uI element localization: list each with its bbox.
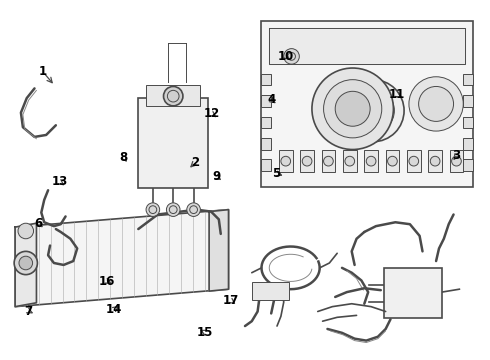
Bar (328, 45, 341, 53)
Polygon shape (265, 32, 318, 90)
Bar (417, 103, 433, 113)
Circle shape (167, 203, 180, 216)
Text: 3: 3 (452, 149, 461, 162)
Bar (300, 150, 314, 172)
Bar (463, 138, 473, 149)
Circle shape (281, 156, 291, 166)
Bar (463, 95, 473, 107)
Circle shape (146, 203, 160, 216)
Text: 8: 8 (120, 151, 128, 164)
Circle shape (323, 156, 333, 166)
Circle shape (284, 49, 299, 64)
Circle shape (342, 80, 404, 142)
Bar (262, 74, 271, 85)
Text: 17: 17 (222, 294, 239, 307)
Bar (386, 150, 399, 172)
Circle shape (164, 86, 183, 106)
Bar (321, 150, 335, 172)
Text: 14: 14 (106, 303, 122, 316)
Circle shape (18, 223, 33, 239)
Circle shape (187, 203, 200, 216)
Bar (138, 98, 208, 188)
Bar (365, 62, 381, 70)
Bar (262, 117, 271, 128)
Circle shape (366, 156, 376, 166)
Circle shape (418, 86, 454, 121)
Text: 12: 12 (204, 107, 220, 120)
Text: 5: 5 (272, 167, 280, 180)
Polygon shape (209, 210, 228, 291)
Bar (463, 117, 473, 128)
Bar (262, 159, 271, 171)
Bar (262, 21, 473, 187)
Bar (450, 150, 463, 172)
Circle shape (345, 156, 355, 166)
Text: 6: 6 (34, 217, 42, 230)
Text: 15: 15 (196, 325, 213, 338)
Circle shape (409, 77, 463, 131)
Bar (262, 138, 271, 149)
Text: 10: 10 (277, 50, 294, 63)
Circle shape (388, 156, 397, 166)
Polygon shape (15, 210, 228, 307)
Bar (262, 95, 271, 107)
Text: 13: 13 (51, 175, 68, 188)
Polygon shape (15, 223, 36, 307)
Polygon shape (269, 28, 465, 64)
Bar (463, 159, 473, 171)
Bar (146, 85, 200, 106)
Circle shape (352, 89, 394, 132)
Text: 7: 7 (24, 305, 33, 318)
Circle shape (19, 256, 32, 270)
Text: 4: 4 (267, 93, 275, 106)
Text: 2: 2 (191, 156, 199, 169)
Circle shape (312, 68, 393, 149)
Bar (279, 150, 293, 172)
Circle shape (362, 99, 385, 122)
Circle shape (409, 156, 418, 166)
Bar (463, 74, 473, 85)
Bar (343, 150, 357, 172)
Circle shape (14, 251, 37, 275)
Text: 16: 16 (99, 275, 115, 288)
Text: 9: 9 (212, 170, 220, 183)
Text: 1: 1 (39, 66, 47, 78)
Bar (407, 150, 420, 172)
Circle shape (452, 156, 461, 166)
Text: 11: 11 (389, 88, 405, 101)
Circle shape (335, 91, 370, 126)
Bar (364, 150, 378, 172)
Bar (428, 150, 442, 172)
Circle shape (302, 156, 312, 166)
Bar (252, 282, 289, 300)
Circle shape (323, 80, 382, 138)
Circle shape (430, 156, 440, 166)
Bar (384, 268, 442, 318)
